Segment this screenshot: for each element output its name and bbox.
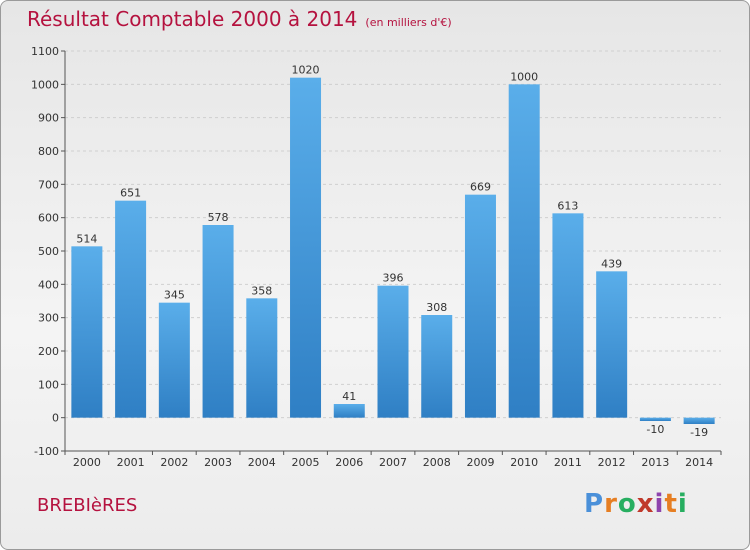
x-tick-label: 2003 xyxy=(204,456,232,469)
bar xyxy=(552,213,584,418)
y-tick-label: -100 xyxy=(34,445,59,458)
y-tick-label: 300 xyxy=(38,312,59,325)
bar-value-label: 578 xyxy=(208,211,229,224)
bar-value-label: 396 xyxy=(383,272,404,285)
bar xyxy=(421,315,453,418)
y-tick-label: 500 xyxy=(38,245,59,258)
x-tick-label: 2008 xyxy=(423,456,451,469)
y-tick-label: 1100 xyxy=(31,45,59,58)
x-tick-label: 2002 xyxy=(160,456,188,469)
bar-value-label: 651 xyxy=(120,187,141,200)
x-tick-label: 2010 xyxy=(510,456,538,469)
bar xyxy=(202,225,234,418)
x-tick-label: 2005 xyxy=(292,456,320,469)
bar-value-label: 41 xyxy=(342,390,356,403)
x-tick-label: 2013 xyxy=(641,456,669,469)
x-tick-label: 2004 xyxy=(248,456,276,469)
y-tick-label: 600 xyxy=(38,212,59,225)
bar-value-label: 613 xyxy=(557,199,578,212)
bar-value-label: 358 xyxy=(251,284,272,297)
bar xyxy=(639,417,671,421)
x-tick-label: 2009 xyxy=(466,456,494,469)
bar-value-label: 308 xyxy=(426,301,447,314)
y-tick-label: 800 xyxy=(38,145,59,158)
x-tick-label: 2000 xyxy=(73,456,101,469)
y-tick-label: 400 xyxy=(38,278,59,291)
x-tick-label: 2007 xyxy=(379,456,407,469)
bar xyxy=(596,271,628,418)
y-tick-label: 700 xyxy=(38,178,59,191)
bar-value-label: 669 xyxy=(470,181,491,194)
bar xyxy=(71,246,103,418)
x-tick-label: 2011 xyxy=(554,456,582,469)
x-tick-label: 2001 xyxy=(117,456,145,469)
x-tick-label: 2012 xyxy=(598,456,626,469)
y-tick-label: 200 xyxy=(38,345,59,358)
bar-value-label: 1000 xyxy=(510,70,538,83)
commune-name: BREBIèRES xyxy=(37,495,138,516)
chart-subtitle: (en milliers d'€) xyxy=(365,16,452,29)
y-tick-label: 900 xyxy=(38,112,59,125)
bar xyxy=(246,298,278,418)
bar xyxy=(158,302,190,418)
x-tick-label: 2014 xyxy=(685,456,713,469)
y-tick-label: 0 xyxy=(52,412,59,425)
bar xyxy=(290,77,322,418)
bar-value-label: 345 xyxy=(164,289,185,302)
bar-value-label: 1020 xyxy=(292,64,320,77)
bar xyxy=(508,84,540,418)
bar-value-label: 514 xyxy=(76,232,97,245)
chart-title-block: Résultat Comptable 2000 à 2014 (en millie… xyxy=(27,7,452,31)
bar xyxy=(683,417,715,424)
bar-value-label: 439 xyxy=(601,257,622,270)
chart-title: Résultat Comptable 2000 à 2014 xyxy=(27,7,358,31)
bar-value-label: -19 xyxy=(690,426,708,439)
bar xyxy=(115,200,147,418)
bar xyxy=(333,404,365,418)
x-tick-label: 2006 xyxy=(335,456,363,469)
proxiti-logo: Proxiti xyxy=(584,489,688,519)
bar xyxy=(464,194,496,418)
bar xyxy=(377,285,409,418)
y-tick-label: 1000 xyxy=(31,78,59,91)
y-tick-label: 100 xyxy=(38,378,59,391)
bar-value-label: -10 xyxy=(646,423,664,436)
